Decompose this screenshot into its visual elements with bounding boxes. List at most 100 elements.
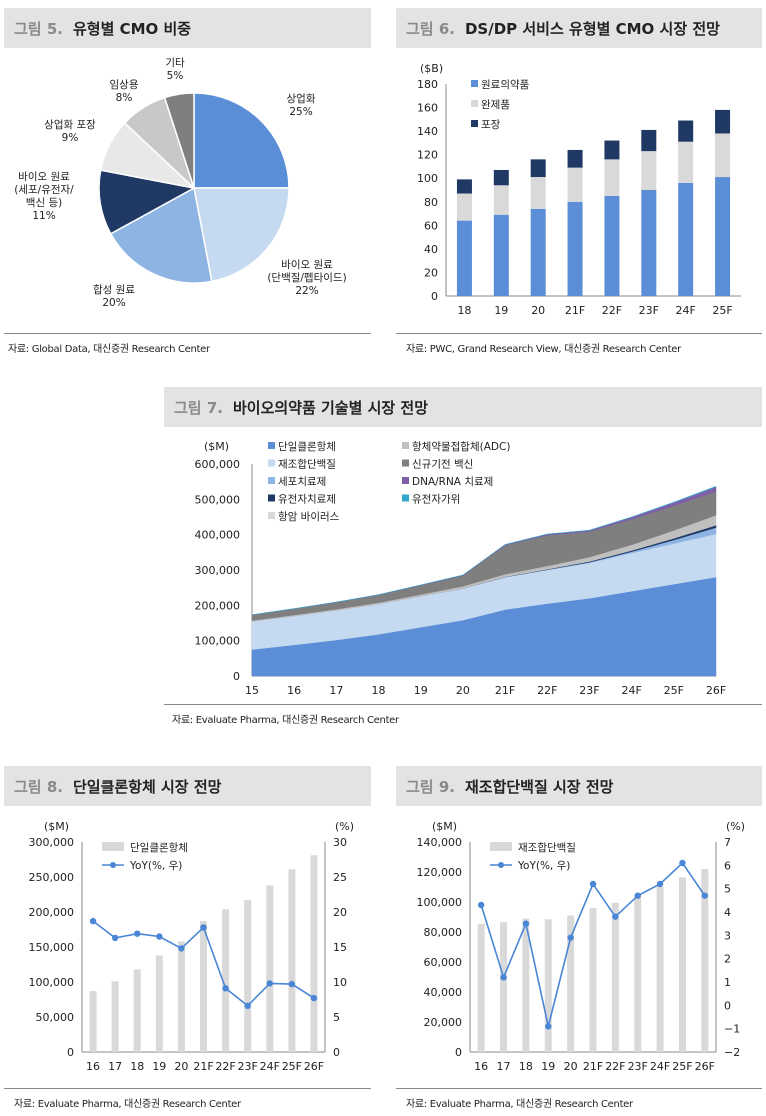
fig8-divider <box>4 1088 371 1089</box>
fig7-legend-label-6: 신규기전 백신 <box>412 459 473 471</box>
fig8-ytick: 0 <box>67 1046 74 1059</box>
fig9-ytick: 80,000 <box>424 926 463 939</box>
fig9-y2tick: −1 <box>724 1023 740 1036</box>
fig6-bar-1-6 <box>678 141 694 183</box>
fig9-number: 그림 9. <box>406 777 455 796</box>
fig6-bar-0-0 <box>456 220 472 296</box>
fig6-xtick: 18 <box>457 304 471 317</box>
fig9-bar-9 <box>678 877 686 1052</box>
fig7-ytick: 600,000 <box>195 458 241 471</box>
fig7-legend-swatch-4 <box>268 512 275 519</box>
fig7-divider <box>164 704 762 705</box>
fig8-bar-line-chart: ($M) (%) 0 50,000 100,000 150,000 200,000 250,0… <box>29 820 355 1073</box>
fig6-ytick: 20 <box>424 266 438 279</box>
fig7-legend-label-7: DNA/RNA 치료제 <box>412 476 493 488</box>
fig9-unit-left: ($M) <box>432 820 457 833</box>
fig9-y2tick: −2 <box>724 1046 740 1059</box>
fig9-yoy-point-10 <box>701 892 709 899</box>
fig6-xtick: 21F <box>565 304 585 317</box>
fig9-legend-bar-label: 재조합단백질 <box>518 842 576 854</box>
fig7-legend-swatch-1 <box>268 459 275 467</box>
fig6-bar-2-3 <box>567 149 583 168</box>
pie-label-6-0: 기타 <box>165 57 185 69</box>
fig8-xtick: 17 <box>108 1060 122 1073</box>
fig9-yoy-point-0 <box>477 901 485 909</box>
fig7-ytick: 400,000 <box>195 529 241 542</box>
fig9-ytick: 60,000 <box>424 956 463 969</box>
fig8-bar-2 <box>133 969 141 1052</box>
fig8-header: 그림 8. 단일클론항체 시장 전망 <box>4 766 371 806</box>
fig8-number: 그림 8. <box>14 777 63 796</box>
fig8-xtick: 24F <box>260 1060 280 1073</box>
fig7-ytick: 200,000 <box>195 599 241 612</box>
fig6-legend-label-2: 포장 <box>481 119 501 131</box>
fig7-xtick: 19 <box>414 684 428 697</box>
pie-label-2-1: 20% <box>102 297 125 309</box>
fig8-ytick: 200,000 <box>29 906 75 919</box>
fig7-title: 바이오의약품 기술별 시장 전망 <box>232 398 429 417</box>
fig9-ytick: 40,000 <box>424 986 463 999</box>
fig7-legend-swatch-2 <box>268 477 275 484</box>
fig6-ytick: 0 <box>431 290 438 303</box>
fig5-source: 자료: Global Data, 대신증권 Research Center <box>8 344 210 355</box>
fig5-title: 유형별 CMO 비중 <box>72 19 192 38</box>
fig8-y2tick: 20 <box>333 906 347 919</box>
fig8-unit-right: (%) <box>335 820 354 833</box>
fig8-xtick: 22F <box>215 1060 235 1073</box>
fig9-yoy-point-2 <box>522 920 530 927</box>
fig9-bar-8 <box>656 887 664 1052</box>
fig6-xtick: 25F <box>712 304 732 317</box>
fig7-ytick: 0 <box>233 670 240 683</box>
fig8-y2tick: 25 <box>333 871 347 884</box>
pie-label-5-1: 8% <box>116 92 133 104</box>
fig9-y2tick: 3 <box>724 929 731 942</box>
fig8-y2tick: 0 <box>333 1046 340 1059</box>
fig8-y2tick: 15 <box>333 941 347 954</box>
pie-label-3-1: (세포/유전자/ <box>14 184 74 196</box>
fig6-xtick: 24F <box>676 304 696 317</box>
fig8-bar-4 <box>177 941 185 1052</box>
pie-slice-3 <box>98 169 197 235</box>
fig6-source: 자료: PWC, Grand Research View, 대신증권 Resea… <box>406 344 681 355</box>
fig7-xtick: 24F <box>621 684 641 697</box>
fig8-ytick: 100,000 <box>29 976 75 989</box>
fig6-bar-2-4 <box>604 140 620 160</box>
fig7-legend-label-8: 유전자가위 <box>412 493 460 506</box>
fig6-bar-2-5 <box>641 129 657 152</box>
fig7-xtick: 25F <box>664 684 684 697</box>
fig6-ytick: 120 <box>417 149 438 162</box>
fig5-number: 그림 5. <box>14 19 63 38</box>
pie-label-2-0: 합성 원료 <box>93 284 135 296</box>
fig9-legend-line-marker <box>498 862 504 868</box>
fig9-ytick: 100,000 <box>417 896 463 909</box>
fig9-yoy-point-9 <box>679 859 686 867</box>
pie-label-6-1: 5% <box>167 70 184 82</box>
fig7-ytick: 300,000 <box>195 564 241 577</box>
fig6-ytick: 60 <box>424 219 438 232</box>
fig6-ytick: 140 <box>417 125 438 138</box>
fig7-legend-label-2: 세포치료제 <box>278 476 326 488</box>
fig6-xtick: 22F <box>602 304 622 317</box>
fig9-legend-bar-swatch <box>490 842 512 851</box>
fig6-ytick: 80 <box>424 196 438 209</box>
fig8-legend-line-label: YoY(%, 우) <box>129 860 182 872</box>
fig9-bar-1 <box>500 922 508 1052</box>
fig9-yoy-point-4 <box>567 934 574 941</box>
fig7-xtick: 17 <box>329 684 343 697</box>
fig6-header: 그림 6. DS/DP 서비스 유형별 CMO 시장 전망 <box>396 8 762 48</box>
fig8-ytick: 300,000 <box>29 836 75 849</box>
fig6-number: 그림 6. <box>406 19 455 38</box>
fig6-ytick: 100 <box>417 172 438 185</box>
fig7-xtick: 16 <box>287 684 301 697</box>
fig6-bar-1-4 <box>604 159 620 196</box>
fig9-xtick: 21F <box>583 1060 603 1073</box>
fig9-bar-3 <box>544 919 552 1052</box>
fig8-yoy-point-1 <box>111 934 119 942</box>
fig7-legend-swatch-3 <box>268 494 275 502</box>
pie-label-3-2: 백신 등) <box>26 197 62 209</box>
fig6-bar-1-0 <box>456 193 472 221</box>
fig6-legend-swatch-0 <box>471 80 478 87</box>
fig9-yoy-point-3 <box>545 1023 552 1030</box>
fig9-xtick: 25F <box>672 1060 692 1073</box>
